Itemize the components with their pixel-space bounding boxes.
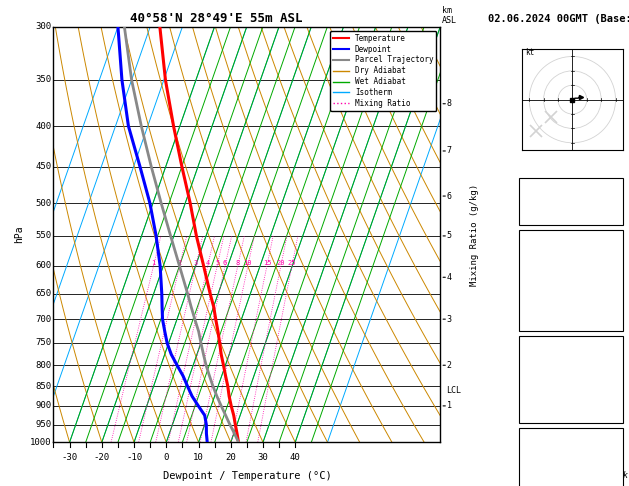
Text: 0: 0 [615,301,620,310]
Text: 600: 600 [35,261,52,270]
Text: 25: 25 [287,260,296,266]
Text: Lifted Index: Lifted Index [521,380,591,389]
Text: 4: 4 [206,260,210,266]
Text: 1: 1 [152,260,155,266]
Text: 2: 2 [177,260,182,266]
Text: -10: -10 [126,452,142,462]
Text: 800: 800 [35,361,52,370]
Text: 2: 2 [447,361,452,370]
Text: 20: 20 [277,260,285,266]
Text: 0: 0 [615,314,620,324]
Text: 1000: 1000 [30,438,52,447]
Text: 8: 8 [615,458,620,468]
Text: CIN (J): CIN (J) [521,314,562,324]
Text: 400: 400 [35,122,52,131]
Text: 324: 324 [603,366,620,375]
Text: 44: 44 [609,195,620,204]
Text: StmDir: StmDir [521,472,556,481]
Text: 4: 4 [615,380,620,389]
Text: 1: 1 [447,401,452,410]
Text: 550: 550 [35,231,52,241]
Text: Mixing Ratio (g/kg): Mixing Ratio (g/kg) [470,183,479,286]
Text: 40°58'N 28°49'E 55m ASL: 40°58'N 28°49'E 55m ASL [130,12,302,25]
Text: K: K [521,181,527,191]
Text: 5: 5 [447,231,452,241]
Text: 2.6: 2.6 [603,208,620,218]
Text: Temp (°C): Temp (°C) [521,246,573,256]
Text: Lifted Index: Lifted Index [521,287,591,296]
Text: kt: kt [525,48,534,57]
Text: CAPE (J): CAPE (J) [521,393,567,402]
Text: Dewp (°C): Dewp (°C) [521,260,573,269]
Text: 500: 500 [35,199,52,208]
Text: 0: 0 [164,452,169,462]
Text: 15: 15 [263,260,271,266]
Text: 350: 350 [35,75,52,85]
Text: Surface: Surface [550,233,591,243]
Text: 5: 5 [215,260,220,266]
Text: 300: 300 [35,22,52,31]
Legend: Temperature, Dewpoint, Parcel Trajectory, Dry Adiabat, Wet Adiabat, Isotherm, Mi: Temperature, Dewpoint, Parcel Trajectory… [330,31,437,111]
Text: 450: 450 [35,162,52,171]
Text: 950: 950 [35,420,52,429]
Text: 5: 5 [615,287,620,296]
Text: Dewpoint / Temperature (°C): Dewpoint / Temperature (°C) [162,471,331,481]
Text: Pressure (mb): Pressure (mb) [521,352,596,362]
Text: 30: 30 [258,452,269,462]
Text: 4: 4 [447,273,452,282]
Text: km
ASL: km ASL [442,6,457,25]
Text: 10: 10 [243,260,252,266]
Text: © weatheronline.co.uk: © weatheronline.co.uk [523,471,628,480]
Text: 8: 8 [447,99,452,108]
Text: 22.4: 22.4 [597,246,620,256]
Text: 8: 8 [236,260,240,266]
Text: θᴄ(K): θᴄ(K) [521,274,550,283]
Text: hPa: hPa [14,226,24,243]
Text: 650: 650 [35,289,52,298]
Text: PW (cm): PW (cm) [521,208,562,218]
Text: 0: 0 [615,393,620,402]
Text: 12.7: 12.7 [597,260,620,269]
Text: 02.06.2024 00GMT (Base: 06): 02.06.2024 00GMT (Base: 06) [488,14,629,24]
Text: Hodograph: Hodograph [544,431,598,441]
Text: 850: 850 [35,382,52,391]
Text: -20: -20 [94,452,110,462]
Text: 3: 3 [447,314,452,324]
Text: CAPE (J): CAPE (J) [521,301,567,310]
Text: θᴄ (K): θᴄ (K) [521,366,556,375]
Text: LCL: LCL [447,386,462,395]
Text: 3: 3 [194,260,198,266]
Text: SREH: SREH [521,458,545,468]
Text: 24: 24 [609,181,620,191]
Text: 0: 0 [615,407,620,416]
Text: Most Unstable: Most Unstable [533,339,609,349]
Text: 1: 1 [615,445,620,454]
Text: 750: 750 [35,338,52,347]
Text: 850: 850 [603,352,620,362]
Text: Totals Totals: Totals Totals [521,195,596,204]
Text: -30: -30 [62,452,77,462]
Text: 321: 321 [603,274,620,283]
Text: 6: 6 [223,260,227,266]
Text: 700: 700 [35,314,52,324]
Text: 10: 10 [193,452,204,462]
Text: 6: 6 [447,191,452,201]
Text: 280°: 280° [597,472,620,481]
Text: 20: 20 [225,452,236,462]
Text: EH: EH [521,445,533,454]
Text: 7: 7 [447,146,452,156]
Text: 900: 900 [35,401,52,410]
Text: 40: 40 [290,452,301,462]
Text: CIN (J): CIN (J) [521,407,562,416]
